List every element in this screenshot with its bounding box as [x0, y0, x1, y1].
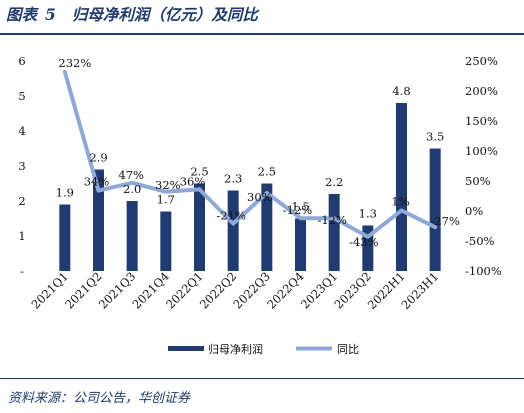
- bar-label: 1.7: [157, 193, 175, 207]
- bar-label: 4.8: [392, 84, 410, 98]
- bar-label: 2.0: [123, 182, 141, 196]
- legend: 归母净利润 同比: [168, 342, 359, 356]
- bar-2021Q4: [160, 211, 172, 271]
- bar-label: 2.9: [89, 151, 107, 165]
- bar-label: 2.3: [224, 172, 242, 186]
- right-axis-tick: 250%: [465, 54, 498, 68]
- line-value-labels: 232%34% 47%32% 36%-21%30%-12%-12%-43%1%-27…: [58, 56, 460, 249]
- x-tick-2023H1: 2023H1: [398, 269, 441, 312]
- right-axis-tick: -50%: [465, 234, 495, 248]
- source-rule: [0, 378, 524, 379]
- line-label: -12%: [283, 203, 313, 217]
- left-axis-tick: 1: [18, 229, 25, 243]
- bar-label: 2.2: [325, 175, 343, 189]
- bar-value-labels: 1.9 2.9 2.0 1.7 2.5 2.3 2.5 1.5 2.2 1.3 4.8 3.5: [56, 84, 445, 221]
- figure-caption: 归母净利润（亿元）及同比: [71, 6, 258, 24]
- right-axis: -100% -50% 0% 50% 100% 150% 200% 250%: [465, 54, 502, 278]
- left-axis: - 1 2 3 4 5 6: [18, 54, 25, 278]
- line-label: 47%: [118, 168, 144, 182]
- yoy-line: [62, 69, 438, 239]
- right-axis-tick: 150%: [465, 114, 498, 128]
- bar-2022Q3: [261, 183, 273, 271]
- combo-chart: - 1 2 3 4 5 6 -100% -50% 0% 50% 100% 150% 200% 250% 1…: [18, 54, 502, 356]
- figure-label: 图表: [6, 6, 38, 24]
- bar-2023Q1: [328, 194, 340, 271]
- legend-bar-swatch: [168, 346, 204, 351]
- bar-2023Q2: [362, 225, 374, 271]
- title-rule: [0, 33, 524, 35]
- bar-2022Q2: [227, 190, 239, 271]
- line-label: -12%: [317, 213, 347, 227]
- line-label: 232%: [58, 56, 91, 70]
- line-series: [62, 69, 438, 239]
- source-note: 资料来源：公司公告，华创证券: [8, 391, 191, 406]
- line-label: 1%: [391, 194, 409, 208]
- line-label: -43%: [349, 235, 379, 249]
- bar-label: 1.5: [291, 200, 309, 214]
- right-axis-tick: 0%: [465, 204, 483, 218]
- left-axis-tick: 5: [18, 89, 25, 103]
- bar-2022Q4: [295, 218, 306, 271]
- line-label: 34%: [84, 175, 110, 189]
- line-label: -27%: [430, 214, 460, 228]
- bar-2022H1: [396, 103, 407, 271]
- line-label: 32%: [155, 178, 181, 192]
- bar-label: 1.9: [56, 186, 74, 200]
- right-axis-tick: -100%: [465, 264, 502, 278]
- bar-2021Q3: [126, 201, 138, 271]
- left-axis-tick: 2: [18, 194, 25, 208]
- bar-2021Q1: [59, 204, 71, 271]
- bar-label: 2.5: [190, 165, 208, 179]
- bar-label: 1.3: [359, 207, 377, 221]
- figure-number: 5: [45, 5, 56, 24]
- x-axis: 2021Q12021Q22021Q32021Q42022Q12022Q22022…: [29, 269, 442, 312]
- left-axis-tick: 4: [18, 124, 25, 138]
- right-axis-tick: 50%: [465, 174, 491, 188]
- legend-line-label: 同比: [337, 343, 359, 356]
- bar-label: 2.5: [258, 165, 276, 179]
- left-axis-tick: -: [20, 264, 24, 278]
- bar-label: 3.5: [426, 130, 444, 144]
- legend-bar-label: 归母净利润: [208, 342, 263, 356]
- bar-series: [59, 103, 441, 271]
- line-label: 36%: [180, 174, 206, 188]
- left-axis-tick: 3: [18, 159, 25, 173]
- bar-2021Q2: [93, 169, 104, 271]
- bar-2023H1: [429, 148, 441, 271]
- line-label: -21%: [216, 209, 246, 223]
- right-axis-tick: 200%: [465, 84, 498, 98]
- left-axis-tick: 6: [18, 54, 25, 68]
- bar-2022Q1: [194, 183, 205, 271]
- line-label: 30%: [247, 190, 273, 204]
- figure-title: 图表 5 归母净利润（亿元）及同比: [6, 3, 258, 25]
- right-axis-tick: 100%: [465, 144, 498, 158]
